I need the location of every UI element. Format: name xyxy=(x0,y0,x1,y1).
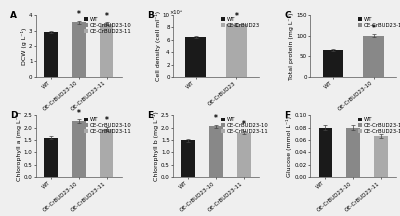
Bar xyxy=(374,136,388,177)
Text: F: F xyxy=(284,111,291,120)
Text: ×10⁶: ×10⁶ xyxy=(169,10,182,14)
Bar xyxy=(44,32,58,77)
Text: E: E xyxy=(148,111,154,120)
Bar xyxy=(226,24,247,77)
Text: *: * xyxy=(104,11,108,21)
Bar xyxy=(363,36,384,77)
Y-axis label: Total protein (mg L⁻¹): Total protein (mg L⁻¹) xyxy=(288,12,294,80)
Bar xyxy=(44,138,58,177)
Text: *: * xyxy=(234,12,238,21)
Bar xyxy=(182,140,195,177)
Bar xyxy=(346,128,360,177)
Legend: WT, OE-CrBUD23-10: WT, OE-CrBUD23-10 xyxy=(358,16,400,28)
Bar xyxy=(237,133,250,177)
Text: *: * xyxy=(77,10,81,19)
Legend: WT, OE-CrBUD23: WT, OE-CrBUD23 xyxy=(220,16,260,28)
Bar xyxy=(100,129,114,177)
Bar xyxy=(322,50,343,77)
Bar xyxy=(72,22,86,77)
Bar xyxy=(185,37,206,77)
Text: D: D xyxy=(10,111,18,120)
Bar xyxy=(72,121,86,177)
Text: C: C xyxy=(284,11,291,20)
Text: *: * xyxy=(104,116,108,125)
Legend: WT, OE-CrBUD23-10, OE-CrBUD23-11: WT, OE-CrBUD23-10, OE-CrBUD23-11 xyxy=(358,117,400,134)
Legend: WT, OE-CrBUD23-10, OE-CrBUD23-11: WT, OE-CrBUD23-10, OE-CrBUD23-11 xyxy=(220,117,269,134)
Y-axis label: Chlorophyll a (mg L⁻¹): Chlorophyll a (mg L⁻¹) xyxy=(16,111,22,181)
Text: *: * xyxy=(242,120,246,129)
Y-axis label: DCW (g L⁻¹): DCW (g L⁻¹) xyxy=(21,27,27,65)
Bar xyxy=(318,128,332,177)
Text: *: * xyxy=(77,109,81,118)
Bar xyxy=(100,24,114,77)
Y-axis label: Cell density (cell ml⁻¹): Cell density (cell ml⁻¹) xyxy=(154,11,160,81)
Legend: WT, OE-CrBUD23-10, OE-CrBUD23-11: WT, OE-CrBUD23-10, OE-CrBUD23-11 xyxy=(83,16,132,34)
Bar xyxy=(209,126,223,177)
Legend: WT, OE-CrBUD23-10, OE-CrBUD23-11: WT, OE-CrBUD23-10, OE-CrBUD23-11 xyxy=(83,117,132,134)
Text: *: * xyxy=(214,114,218,123)
Y-axis label: Chlorophyll b (mg L⁻¹): Chlorophyll b (mg L⁻¹) xyxy=(153,111,159,181)
Text: B: B xyxy=(148,11,154,20)
Y-axis label: Glucose (mmol L⁻¹): Glucose (mmol L⁻¹) xyxy=(286,116,292,177)
Text: *: * xyxy=(372,24,376,33)
Text: A: A xyxy=(10,11,17,20)
